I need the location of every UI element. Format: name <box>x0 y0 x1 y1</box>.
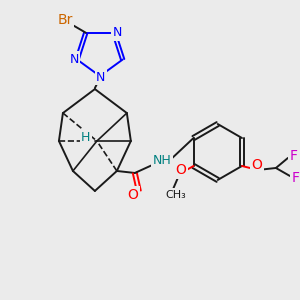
Text: N: N <box>69 53 79 66</box>
Text: H: H <box>81 130 91 143</box>
Text: O: O <box>128 188 138 202</box>
Text: O: O <box>175 163 186 177</box>
Text: NH: NH <box>152 154 171 167</box>
Text: N: N <box>112 26 122 39</box>
Text: O: O <box>251 158 262 172</box>
Text: F: F <box>292 171 300 185</box>
Text: Br: Br <box>57 13 73 27</box>
Text: F: F <box>290 149 298 163</box>
Text: N: N <box>96 70 106 84</box>
Text: CH₃: CH₃ <box>165 190 186 200</box>
